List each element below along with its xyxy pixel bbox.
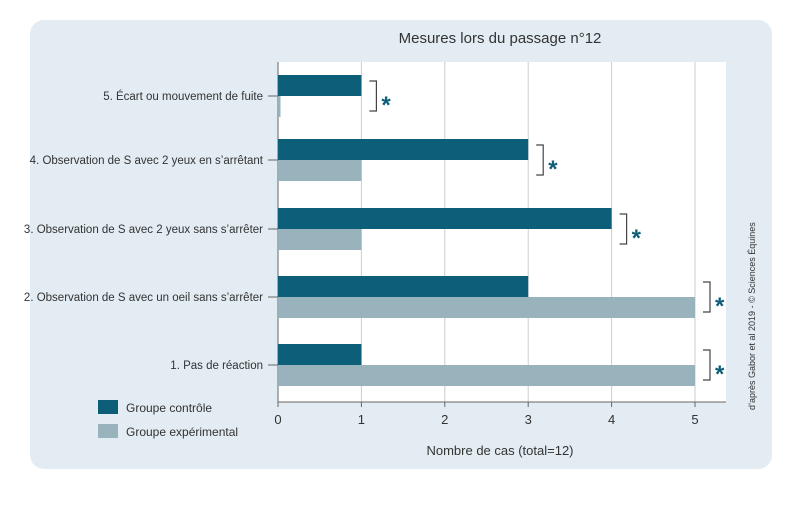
significance-marker: * <box>548 156 558 183</box>
bar-experimental <box>278 96 281 117</box>
x-tick-label: 3 <box>525 412 532 427</box>
legend: Groupe contrôle Groupe expérimental <box>98 400 238 439</box>
significance-bracket <box>703 349 711 381</box>
legend-swatch-experimental <box>98 424 118 438</box>
credit: d’après Gabor et al 2019 - © Sciences Éq… <box>747 222 757 410</box>
x-axis-label: Nombre de cas (total=12) <box>426 443 573 458</box>
chart-title: Mesures lors du passage n°12 <box>399 30 602 47</box>
legend-swatch-control <box>98 400 118 414</box>
category-label: 4. Observation de S avec 2 yeux en s’arr… <box>30 155 264 167</box>
significance-marker: * <box>381 92 391 119</box>
bar-experimental <box>278 297 695 318</box>
x-tick-label: 0 <box>274 412 281 427</box>
category-label: 3. Observation de S avec 2 yeux sans s’a… <box>24 224 263 236</box>
legend-label-control: Groupe contrôle <box>126 401 212 415</box>
x-tick-label: 1 <box>358 412 365 427</box>
bar-control <box>278 139 529 160</box>
bar-experimental <box>278 365 695 386</box>
significance-marker: * <box>715 293 725 320</box>
significance-marker: * <box>715 361 725 388</box>
significance-marker: * <box>632 225 642 252</box>
significance-bracket <box>369 80 377 112</box>
bar-control <box>278 75 362 96</box>
category-label: 5. Écart ou mouvement de fuite <box>103 90 263 103</box>
x-tick-label: 4 <box>608 412 615 427</box>
category-label: 2. Observation de S avec un oeil sans s’… <box>24 292 263 304</box>
bar-control <box>278 344 362 365</box>
x-tick-label: 5 <box>691 412 698 427</box>
category-label: 1. Pas de réaction <box>170 360 263 372</box>
significance-bracket <box>619 213 628 245</box>
significance-bracket <box>536 144 544 176</box>
legend-label-experimental: Groupe expérimental <box>126 425 238 439</box>
bar-experimental <box>278 160 362 181</box>
significance-bracket <box>703 281 711 313</box>
bar-control <box>278 276 529 297</box>
bar-experimental <box>278 229 362 250</box>
bar-control <box>278 208 612 229</box>
x-tick-label: 2 <box>441 412 448 427</box>
